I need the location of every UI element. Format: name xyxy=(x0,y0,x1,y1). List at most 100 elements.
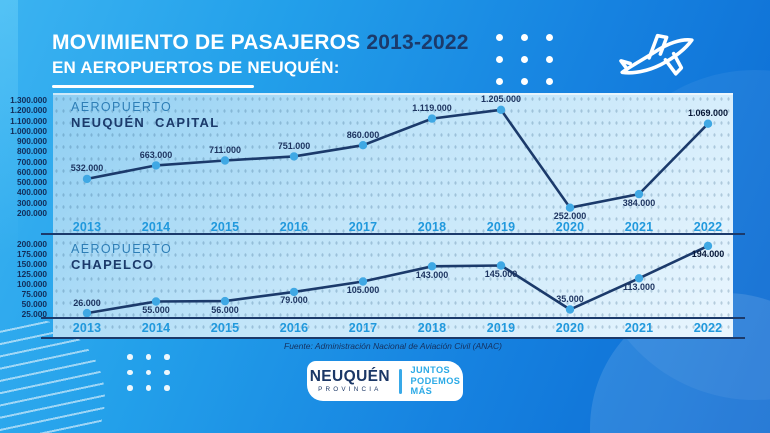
chart1-title-name: NEUQUÉN CAPITAL xyxy=(71,115,220,130)
y-axis-tick-label: 1.300.000 xyxy=(10,95,47,105)
logo-name: NEUQUÉN xyxy=(309,368,391,385)
page-title-line2: EN AEROPUERTOS DE NEUQUÉN: xyxy=(52,58,340,77)
x-axis-year-label: 2021 xyxy=(624,220,654,234)
decor-left-edge-glow xyxy=(0,0,18,260)
data-point xyxy=(496,105,506,114)
panel-top-highlight xyxy=(53,93,733,95)
x-axis-year-label: 2016 xyxy=(279,220,309,234)
data-point-label: 1.069.000 xyxy=(687,108,729,119)
y-axis-tick-label: 1.000.000 xyxy=(10,125,47,136)
data-point-label: 751.000 xyxy=(277,140,311,151)
decor-dot xyxy=(145,354,151,360)
data-point xyxy=(289,152,299,161)
x-axis-year-label: 2013 xyxy=(72,220,102,234)
y-axis-tick-label: 100.000 xyxy=(17,278,47,289)
title-year-range: 2013-2022 xyxy=(366,31,469,54)
data-point-label: 56.000 xyxy=(211,304,239,315)
data-point-label: 1.119.000 xyxy=(412,103,452,114)
series-line-0 xyxy=(86,108,709,210)
logo-slogan: JUNTOS PODEMOS MÁS xyxy=(411,365,461,396)
decor-dot xyxy=(546,56,553,63)
chart2-title-airport: AEROPUERTO xyxy=(71,242,173,256)
x-axis-year-label: 2020 xyxy=(555,321,585,335)
y-axis-tick-label: 400.000 xyxy=(17,187,47,198)
page-title-line1: MOVIMIENTO DE PASAJEROS 2013-2022 xyxy=(52,30,469,56)
chart2-title: AEROPUERTO CHAPELCO xyxy=(71,242,172,272)
x-axis-year-label: 2019 xyxy=(486,321,516,335)
decor-dots-grid-top xyxy=(496,34,553,85)
page-title-text: MOVIMIENTO DE PASAJEROS xyxy=(52,31,361,54)
data-point-label: 145.000 xyxy=(484,269,518,279)
header: MOVIMIENTO DE PASAJEROS 2013-2022 EN AER… xyxy=(52,30,469,88)
y-axis-tick-label: 200.000 xyxy=(17,208,47,218)
data-point-label: 532.000 xyxy=(70,163,104,174)
decor-dot xyxy=(127,369,133,375)
data-point-label: 860.000 xyxy=(346,129,380,140)
logo-divider xyxy=(399,368,402,394)
chart-divider-line xyxy=(41,233,745,236)
x-axis-year-label: 2017 xyxy=(348,321,378,335)
logo-slogan-line: JUNTOS xyxy=(410,365,451,376)
data-point xyxy=(565,203,575,212)
data-point xyxy=(565,305,575,314)
logo-slogan-line: MÁS xyxy=(410,386,433,397)
y-axis-tick-label: 150.000 xyxy=(17,258,47,269)
decor-dot xyxy=(546,34,553,41)
y-axis-tick-label: 500.000 xyxy=(17,177,47,188)
data-point xyxy=(496,261,506,270)
panel-bottom-line xyxy=(41,336,745,339)
y-axis-tick-label: 600.000 xyxy=(17,166,47,177)
data-point-label: 1.205.000 xyxy=(480,94,522,105)
decor-dot xyxy=(496,34,503,41)
data-point-label: 711.000 xyxy=(208,145,242,155)
decor-dot xyxy=(521,34,528,41)
decor-dot xyxy=(164,385,170,391)
y-axis-tick-label: 50.000 xyxy=(21,298,47,309)
x-axis-year-label: 2013 xyxy=(72,321,102,335)
y-axis-tick-label: 900.000 xyxy=(17,136,47,147)
x-axis-year-label: 2022 xyxy=(693,220,723,234)
source-caption: Fuente: Administración Nacional de Aviac… xyxy=(284,341,502,351)
y-axis-tick-label: 175.000 xyxy=(17,248,47,259)
data-point xyxy=(427,114,437,123)
decor-dot xyxy=(521,78,528,85)
x-axis-year-label: 2017 xyxy=(348,220,378,234)
x-axis-year-label: 2018 xyxy=(417,321,447,335)
y-axis-tick-label: 800.000 xyxy=(17,146,47,157)
decor-dot xyxy=(496,78,503,85)
data-point-label: 35.000 xyxy=(556,294,584,304)
decor-dot xyxy=(127,354,133,360)
decor-dot xyxy=(546,78,553,85)
chart1-title: AEROPUERTO NEUQUÉN CAPITAL xyxy=(71,100,219,130)
y-axis-tick-label: 700.000 xyxy=(17,156,47,167)
chart2-title-name: CHAPELCO xyxy=(71,257,155,272)
data-point-label: 384.000 xyxy=(622,197,656,208)
x-axis-year-label: 2015 xyxy=(210,321,240,335)
x-axis-year-label: 2020 xyxy=(555,220,585,234)
x-axis-year-label: 2014 xyxy=(141,321,171,335)
y-axis-tick-label: 300.000 xyxy=(17,197,47,208)
province-logo: NEUQUÉN PROVINCIA JUNTOS PODEMOS MÁS xyxy=(307,361,463,401)
data-point xyxy=(220,156,230,165)
data-point xyxy=(427,262,437,271)
logo-left-block: NEUQUÉN PROVINCIA xyxy=(310,369,390,393)
data-point-label: 113.000 xyxy=(622,281,656,292)
data-point xyxy=(634,189,644,199)
decor-dot xyxy=(145,369,151,375)
decor-dot xyxy=(127,385,133,391)
y-axis-tick-label: 1.100.000 xyxy=(10,115,47,126)
data-point xyxy=(82,308,92,318)
logo-subname: PROVINCIA xyxy=(318,386,382,393)
chart1-title-airport: AEROPUERTO xyxy=(71,100,173,114)
data-point-label: 663.000 xyxy=(139,149,173,160)
decor-dot xyxy=(521,56,528,63)
title-underline xyxy=(52,85,254,88)
data-point-label: 55.000 xyxy=(142,305,170,315)
x-axis-year-label: 2019 xyxy=(486,220,516,234)
data-point-label: 79.000 xyxy=(280,295,308,306)
y-axis-tick-label: 200.000 xyxy=(17,238,47,249)
y-axis-tick-label: 25.000 xyxy=(21,308,47,319)
x-axis-year-label: 2021 xyxy=(624,321,654,335)
decor-dots-grid-bottom xyxy=(127,354,170,391)
